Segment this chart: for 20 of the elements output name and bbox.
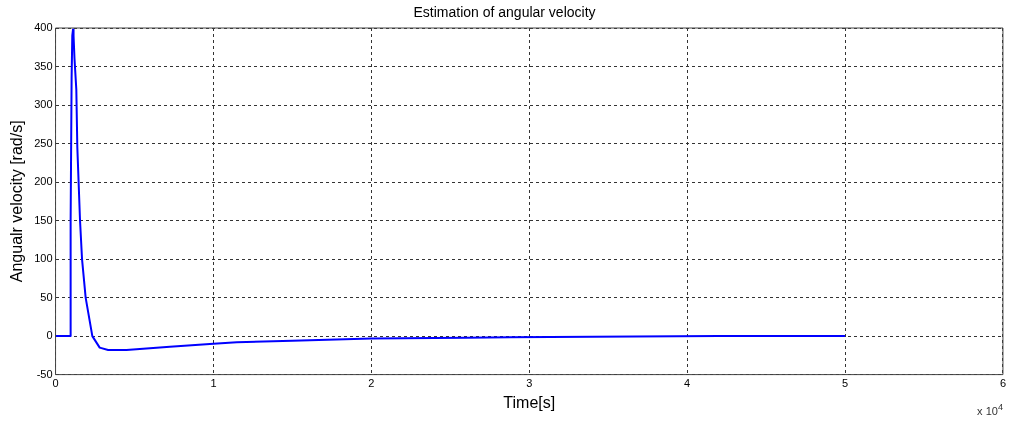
x-axis-title: Time[s] xyxy=(503,393,556,411)
y-tick-label: 250 xyxy=(34,136,53,149)
x-tick-label: 5 xyxy=(841,377,849,390)
y-tick-label: 100 xyxy=(34,252,53,265)
y-tick-label: 400 xyxy=(34,21,53,34)
x-tick-label: 3 xyxy=(526,377,533,390)
x-tick-label: 6 xyxy=(999,377,1006,390)
y-tick-label: 350 xyxy=(34,59,53,72)
x-tick-label: 4 xyxy=(684,377,691,390)
y-tick-label: 0 xyxy=(46,329,53,342)
x-tick-label: 1 xyxy=(210,377,217,390)
y-tick-label: -50 xyxy=(36,367,53,380)
x-tick-label: 2 xyxy=(368,377,375,390)
text: x 10$^{4}$ xyxy=(977,402,1003,417)
y-axis-title: Angualr velocity [rad/s] xyxy=(8,120,26,283)
y-tick-label: 200 xyxy=(34,175,53,188)
y-tick-label: 50 xyxy=(40,290,53,303)
chart-title: Estimation of angular velocity xyxy=(412,4,597,20)
y-tick-label: 300 xyxy=(34,98,53,111)
y-tick-label: 150 xyxy=(34,213,53,226)
